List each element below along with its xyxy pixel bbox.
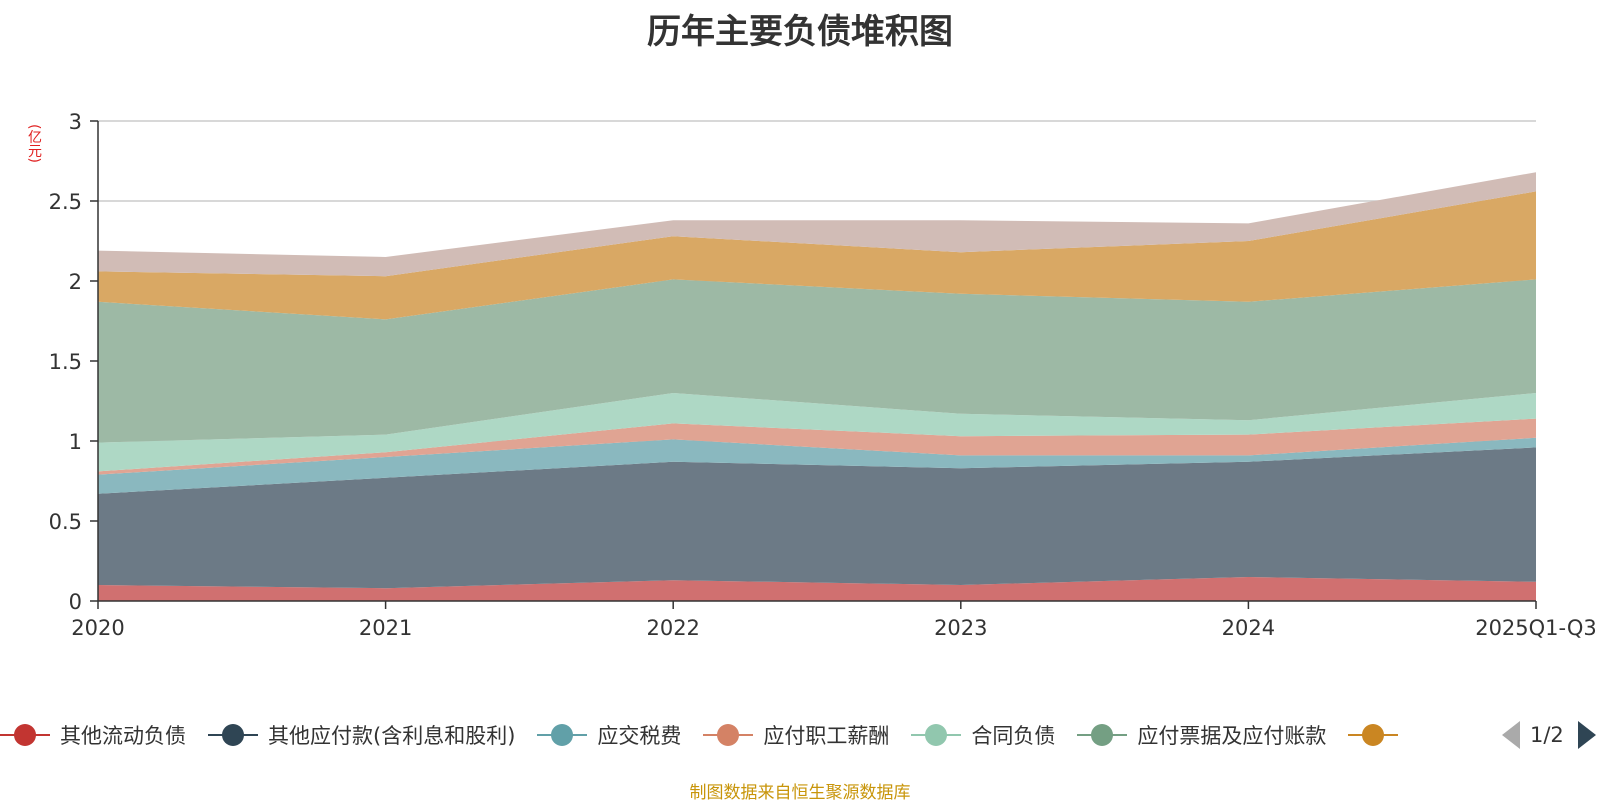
legend-marker-icon: [0, 723, 50, 747]
legend-item[interactable]: [1348, 723, 1408, 747]
area-series-3[interactable]: [98, 418, 1536, 475]
legend-label: 其他流动负债: [60, 724, 186, 748]
stacked-area-chart: 0 0.5 1 1.5 2 2.5 3 2020 2021 2022 2023 2024 2025Q1-…: [49, 110, 1597, 640]
area-series-1[interactable]: [98, 447, 1536, 589]
legend-label: 合同负债: [971, 724, 1056, 748]
y-tick-label: 0: [69, 590, 82, 614]
legend-prev-page-button[interactable]: [1502, 721, 1520, 749]
x-tick-label: 2020: [71, 616, 124, 640]
legend-item[interactable]: 应交税费: [537, 720, 681, 750]
legend-item[interactable]: 应付票据及应付账款: [1077, 720, 1326, 750]
x-tick-label: 2021: [359, 616, 412, 640]
x-tick-label: 2025Q1-Q3: [1475, 616, 1597, 640]
x-tick-label: 2022: [646, 616, 699, 640]
legend-label: 应交税费: [597, 724, 682, 748]
area-series-4[interactable]: [98, 393, 1536, 472]
area-series-6[interactable]: [98, 191, 1536, 320]
chart-title: 历年主要负债堆积图: [647, 12, 953, 52]
legend-label: 其他应付款(含利息和股利): [268, 724, 516, 748]
x-tick-label: 2024: [1222, 616, 1275, 640]
legend-page-indicator: 1/2: [1530, 723, 1564, 747]
legend-next-page-button[interactable]: [1577, 721, 1596, 749]
area-series-2[interactable]: [98, 437, 1536, 494]
legend-marker-icon: [208, 723, 258, 747]
legend-label: 应付职工薪酬: [763, 724, 890, 748]
legend-marker-icon: [703, 723, 754, 747]
y-tick-label: 2: [69, 270, 82, 294]
y-axis-unit-label: (亿元): [26, 124, 42, 163]
legend-marker-icon: [911, 723, 962, 747]
area-series-7[interactable]: [98, 172, 1536, 277]
legend-marker-icon: [1348, 723, 1399, 747]
area-series-0[interactable]: [98, 577, 1536, 601]
y-tick-label: 0.5: [49, 510, 82, 534]
y-tick-label: 3: [69, 110, 82, 134]
y-tick-label: 2.5: [49, 190, 82, 214]
legend-label: 应付票据及应付账款: [1137, 724, 1327, 748]
legend-item[interactable]: 其他流动负债: [0, 720, 186, 750]
y-tick-label: 1: [69, 430, 82, 454]
legend-marker-icon: [537, 723, 588, 747]
legend-pager: 1/2: [1486, 716, 1600, 754]
area-series-5[interactable]: [98, 279, 1536, 443]
legend: 其他流动负债 其他应付款(含利息和股利) 应交税费 应付职工薪酬 合同负债 应付票据及应付…: [0, 718, 1600, 752]
x-tick-label: 2023: [934, 616, 987, 640]
legend-item[interactable]: 其他应付款(含利息和股利): [208, 720, 515, 750]
data-source-note: 制图数据来自恒生聚源数据库: [689, 783, 911, 803]
legend-item[interactable]: 合同负债: [911, 720, 1055, 750]
y-tick-label: 1.5: [49, 350, 82, 374]
legend-item[interactable]: 应付职工薪酬: [703, 720, 889, 750]
legend-marker-icon: [1077, 723, 1128, 747]
